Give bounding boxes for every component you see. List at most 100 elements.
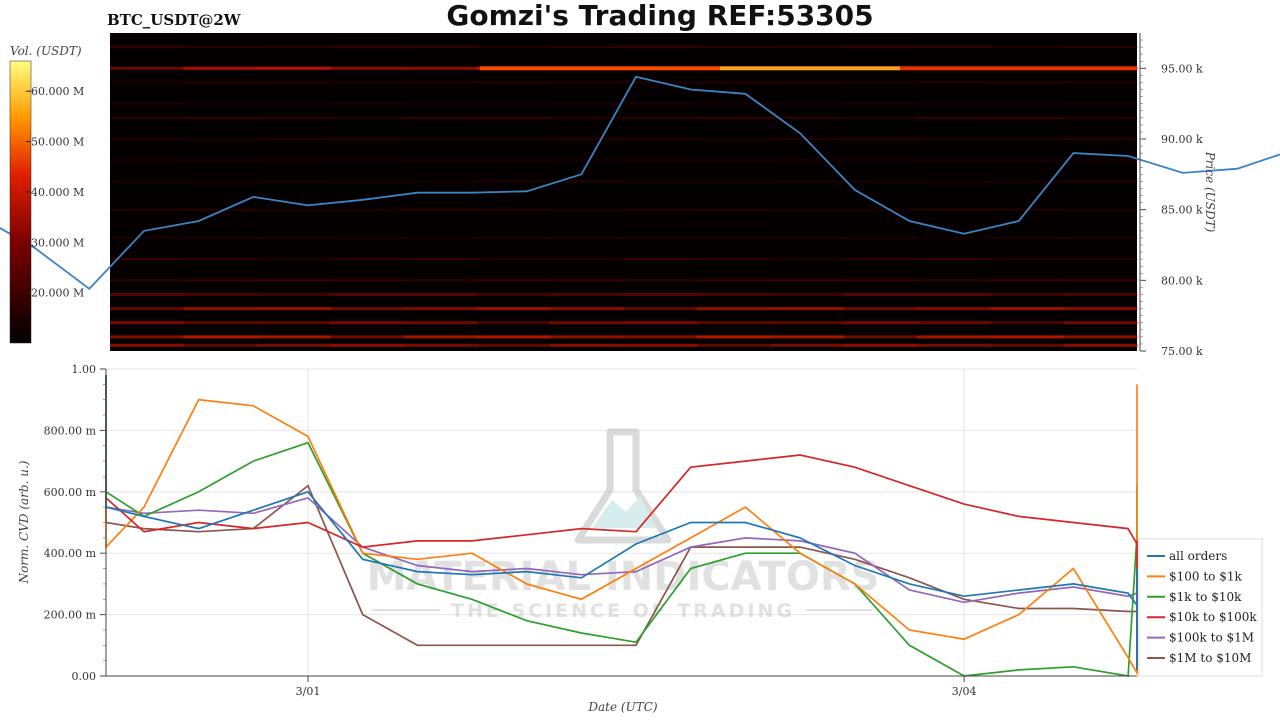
- colorbar-label: Vol. (USDT): [10, 44, 82, 58]
- liquidity-band-segment: [330, 46, 404, 49]
- cvd-y-tick-label: 200.00 m: [44, 609, 97, 622]
- liquidity-band-segment: [110, 116, 184, 119]
- liquidity-band-segment: [476, 159, 551, 162]
- liquidity-band-segment: [183, 46, 258, 49]
- liquidity-band-segment: [1063, 159, 1138, 162]
- liquidity-band-segment: [476, 208, 551, 211]
- liquidity-band-segment: [623, 321, 698, 325]
- liquidity-band-segment: [330, 66, 404, 70]
- liquidity-band-segment: [1063, 279, 1138, 282]
- liquidity-band-segment: [990, 81, 1065, 84]
- liquidity-band-segment: [990, 293, 1065, 296]
- liquidity-band-segment: [843, 307, 918, 311]
- liquidity-band-segment: [916, 208, 991, 211]
- liquidity-band-segment: [916, 159, 991, 162]
- liquidity-band-segment: [476, 180, 551, 183]
- liquidity-band-segment: [256, 279, 331, 282]
- price-tick-label: 80.00 k: [1161, 274, 1203, 287]
- liquidity-band-segment: [330, 102, 404, 105]
- heatmap-panel: 95.00 k 90.00 k 85.00 k 80.00 k 75.00 k Pric…: [0, 33, 1280, 358]
- colorbar-tick-label: 40.000 M: [31, 186, 84, 199]
- liquidity-band-segment: [256, 293, 331, 296]
- liquidity-band-segment: [403, 208, 478, 211]
- liquidity-band-segment: [1063, 116, 1138, 119]
- cvd-series-line: [105, 375, 1138, 670]
- legend-items: all orders $100 to $1k $1k to $10k $10k to …: [1147, 549, 1257, 665]
- colorbar-tick-label: 60.000 M: [31, 85, 84, 98]
- liquidity-band-segment: [843, 138, 918, 140]
- liquidity-band-segment: [843, 343, 918, 347]
- liquidity-band-segment: [256, 343, 331, 347]
- liquidity-band-segment: [256, 208, 331, 211]
- liquidity-band-segment: [403, 66, 478, 70]
- liquidity-band-segment: [550, 307, 624, 311]
- liquidity-band-segment: [550, 116, 624, 119]
- liquidity-band-segment: [183, 102, 258, 105]
- liquidity-band-segment: [403, 293, 478, 296]
- liquidity-band-segment: [330, 116, 404, 119]
- liquidity-band-segment: [403, 335, 478, 339]
- liquidity-band-segment: [623, 307, 698, 311]
- liquidity-band-segment: [770, 293, 845, 296]
- liquidity-band-segment: [403, 279, 478, 282]
- liquidity-band-segment: [1063, 138, 1138, 140]
- liquidity-band-segment: [183, 208, 258, 211]
- liquidity-band-segment: [623, 102, 698, 105]
- liquidity-band-segment: [916, 116, 991, 119]
- liquidity-band-segment: [256, 236, 331, 239]
- liquidity-band-segment: [623, 208, 698, 211]
- legend-label: $100k to $1M: [1169, 631, 1254, 645]
- liquidity-band-segment: [110, 159, 184, 162]
- watermark-tagline: THE SCIENCE OF TRADING: [451, 600, 795, 622]
- liquidity-band-segment: [550, 180, 624, 183]
- liquidity-band-segment: [476, 102, 551, 105]
- legend-label: $100 to $1k: [1169, 569, 1242, 583]
- liquidity-band-segment: [403, 258, 478, 261]
- liquidity-band-segment: [330, 293, 404, 296]
- liquidity-band-segment: [183, 307, 258, 311]
- liquidity-band-segment: [990, 116, 1065, 119]
- liquidity-band-segment: [623, 293, 698, 296]
- liquidity-band-segment: [183, 279, 258, 282]
- liquidity-band-segment: [770, 258, 845, 261]
- liquidity-band-segment: [843, 102, 918, 105]
- liquidity-band-segment: [403, 102, 478, 105]
- liquidity-band-segment: [843, 335, 918, 339]
- liquidity-band-segment: [623, 343, 698, 347]
- liquidity-band-segment: [403, 180, 478, 183]
- liquidity-band-segment: [696, 116, 771, 119]
- liquidity-band-segment: [770, 236, 845, 239]
- liquidity-band-segment: [403, 321, 478, 325]
- liquidity-band-segment: [843, 321, 918, 325]
- liquidity-band-segment: [696, 343, 771, 347]
- legend-box: [1138, 538, 1263, 677]
- liquidity-band-segment: [403, 46, 478, 49]
- liquidity-band-segment: [256, 307, 331, 311]
- liquidity-band-segment: [550, 343, 624, 347]
- liquidity-band-segment: [550, 321, 624, 325]
- liquidity-band-segment: [990, 159, 1065, 162]
- liquidity-band-segment: [256, 258, 331, 261]
- liquidity-band-segment: [770, 138, 845, 140]
- liquidity-band-highlight: [480, 66, 720, 71]
- liquidity-band-segment: [916, 180, 991, 183]
- liquidity-band-segment: [110, 180, 184, 183]
- liquidity-band-segment: [183, 258, 258, 261]
- heatmap-background: [110, 33, 1137, 351]
- liquidity-band-segment: [623, 279, 698, 282]
- liquidity-band-segment: [403, 116, 478, 119]
- colorbar-gradient: [9, 60, 32, 344]
- liquidity-band-segment: [770, 116, 845, 119]
- liquidity-band-segment: [623, 138, 698, 140]
- liquidity-band-segment: [843, 208, 918, 211]
- liquidity-band-segment: [256, 138, 331, 140]
- cvd-series-line: [105, 384, 1138, 677]
- price-tick-label: 95.00 k: [1161, 62, 1203, 75]
- liquidity-band-segment: [476, 321, 551, 325]
- liquidity-band-segment: [696, 180, 771, 183]
- liquidity-band-segment: [843, 180, 918, 183]
- liquidity-band-segment: [183, 116, 258, 119]
- liquidity-band-segment: [696, 279, 771, 282]
- liquidity-band-segment: [110, 138, 184, 140]
- liquidity-band-segment: [476, 307, 551, 311]
